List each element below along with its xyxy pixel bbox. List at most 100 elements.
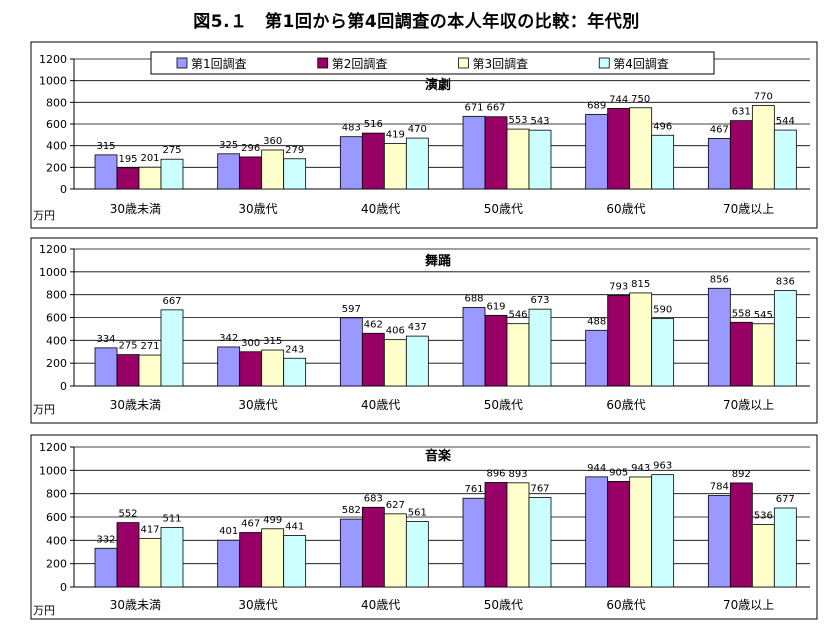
music-panel-title: 音楽 bbox=[425, 448, 452, 464]
dance-category-label: 30歳未満 bbox=[110, 398, 161, 412]
drama-data-label: 516 bbox=[364, 119, 383, 130]
drama-data-label: 195 bbox=[118, 154, 137, 165]
drama-data-label: 360 bbox=[263, 136, 282, 147]
drama-bar bbox=[116, 167, 140, 190]
drama-bar bbox=[383, 143, 407, 190]
drama-category-label: 40歳代 bbox=[361, 202, 400, 216]
music-bar bbox=[339, 518, 363, 588]
drama-bar bbox=[462, 115, 486, 190]
dance-unit-label: 万円 bbox=[33, 403, 55, 416]
dance-category-label: 60歳代 bbox=[606, 398, 645, 412]
dance-bar bbox=[751, 323, 775, 387]
dance-bar bbox=[405, 335, 429, 387]
drama-bar bbox=[405, 137, 429, 190]
legend-item-label: 第4回調査 bbox=[613, 57, 669, 71]
music-data-label: 683 bbox=[364, 493, 383, 504]
dance-y-tick-label: 1200 bbox=[39, 243, 67, 256]
music-category-label: 30歳代 bbox=[238, 598, 277, 612]
drama-category-label: 30歳未満 bbox=[110, 202, 161, 216]
music-y-tick-label: 800 bbox=[46, 488, 67, 501]
drama-bar bbox=[138, 166, 162, 190]
music-y-tick-label: 1000 bbox=[39, 464, 67, 477]
dance-data-label: 856 bbox=[710, 274, 729, 285]
music-data-label: 561 bbox=[408, 508, 427, 519]
music-bar bbox=[607, 481, 631, 588]
music-data-label: 511 bbox=[162, 513, 181, 524]
dance-bar bbox=[773, 290, 797, 387]
music-data-label: 963 bbox=[653, 461, 672, 472]
dance-bar bbox=[239, 351, 263, 387]
dance-data-label: 590 bbox=[653, 305, 672, 316]
dance-data-label: 275 bbox=[118, 341, 137, 352]
dance-panel-title: 舞踊 bbox=[424, 253, 451, 269]
music-data-label: 896 bbox=[486, 468, 505, 479]
dance-bar bbox=[585, 329, 609, 387]
drama-y-tick-label: 0 bbox=[60, 183, 67, 196]
music-data-label: 401 bbox=[219, 526, 238, 537]
dance-bar bbox=[484, 314, 508, 387]
dance-bar bbox=[138, 354, 162, 387]
drama-bar bbox=[528, 129, 552, 190]
drama-bar bbox=[651, 134, 675, 190]
legend-item-label: 第1回調査 bbox=[191, 57, 247, 71]
legend-box bbox=[150, 51, 715, 75]
drama-bar bbox=[94, 154, 118, 190]
music-data-label: 627 bbox=[386, 500, 405, 511]
music-bar bbox=[383, 513, 407, 588]
music-data-label: 893 bbox=[508, 469, 527, 480]
dance-data-label: 545 bbox=[754, 310, 773, 321]
dance-y-tick-label: 600 bbox=[46, 312, 67, 325]
music-bar bbox=[261, 528, 285, 588]
drama-category-label: 60歳代 bbox=[606, 202, 645, 216]
drama-data-label: 275 bbox=[162, 145, 181, 156]
drama-bar bbox=[283, 158, 307, 190]
music-category-label: 40歳代 bbox=[361, 598, 400, 612]
drama-data-label: 671 bbox=[464, 102, 483, 113]
music-bar bbox=[651, 474, 675, 588]
music-bar bbox=[629, 476, 653, 588]
drama-bar bbox=[729, 120, 753, 190]
drama-panel-title: 演劇 bbox=[425, 77, 451, 93]
dance-category-label: 30歳代 bbox=[238, 398, 277, 412]
drama-y-tick-label: 1000 bbox=[39, 75, 67, 88]
drama-data-label: 296 bbox=[241, 143, 260, 154]
drama-data-label: 750 bbox=[631, 94, 650, 105]
dance-bar bbox=[629, 292, 653, 387]
drama-data-label: 419 bbox=[386, 130, 405, 141]
music-bar bbox=[160, 526, 184, 588]
dance-data-label: 406 bbox=[386, 326, 405, 337]
dance-data-label: 342 bbox=[219, 333, 238, 344]
music-data-label: 441 bbox=[285, 522, 304, 533]
music-data-label: 499 bbox=[263, 515, 282, 526]
dance-bar bbox=[729, 321, 753, 387]
music-bar bbox=[361, 506, 385, 588]
music-bar bbox=[239, 532, 263, 588]
drama-data-label: 325 bbox=[219, 140, 238, 151]
music-y-tick-label: 1200 bbox=[39, 441, 67, 454]
music-data-label: 944 bbox=[587, 463, 606, 474]
drama-bar bbox=[773, 129, 797, 190]
music-category-label: 60歳代 bbox=[606, 598, 645, 612]
music-y-tick-label: 600 bbox=[46, 511, 67, 524]
music-data-label: 892 bbox=[732, 469, 751, 480]
legend-item-label: 第3回調査 bbox=[473, 57, 529, 71]
drama-data-label: 631 bbox=[732, 107, 751, 118]
dance-bar bbox=[116, 354, 140, 387]
dance-bar bbox=[261, 349, 285, 387]
legend-swatch bbox=[458, 57, 469, 69]
dance-data-label: 300 bbox=[241, 338, 260, 349]
music-data-label: 784 bbox=[710, 482, 729, 493]
drama-y-tick-label: 800 bbox=[46, 96, 67, 109]
music-bar bbox=[138, 537, 162, 588]
drama-bar bbox=[506, 128, 530, 190]
drama-data-label: 544 bbox=[776, 116, 795, 127]
dance-data-label: 334 bbox=[96, 334, 115, 345]
drama-data-label: 315 bbox=[96, 141, 115, 152]
drama-bar bbox=[160, 158, 184, 190]
music-bar bbox=[116, 522, 140, 588]
music-bar bbox=[707, 495, 731, 588]
dance-data-label: 243 bbox=[285, 344, 304, 355]
drama-bar bbox=[751, 105, 775, 190]
music-bar bbox=[773, 507, 797, 588]
